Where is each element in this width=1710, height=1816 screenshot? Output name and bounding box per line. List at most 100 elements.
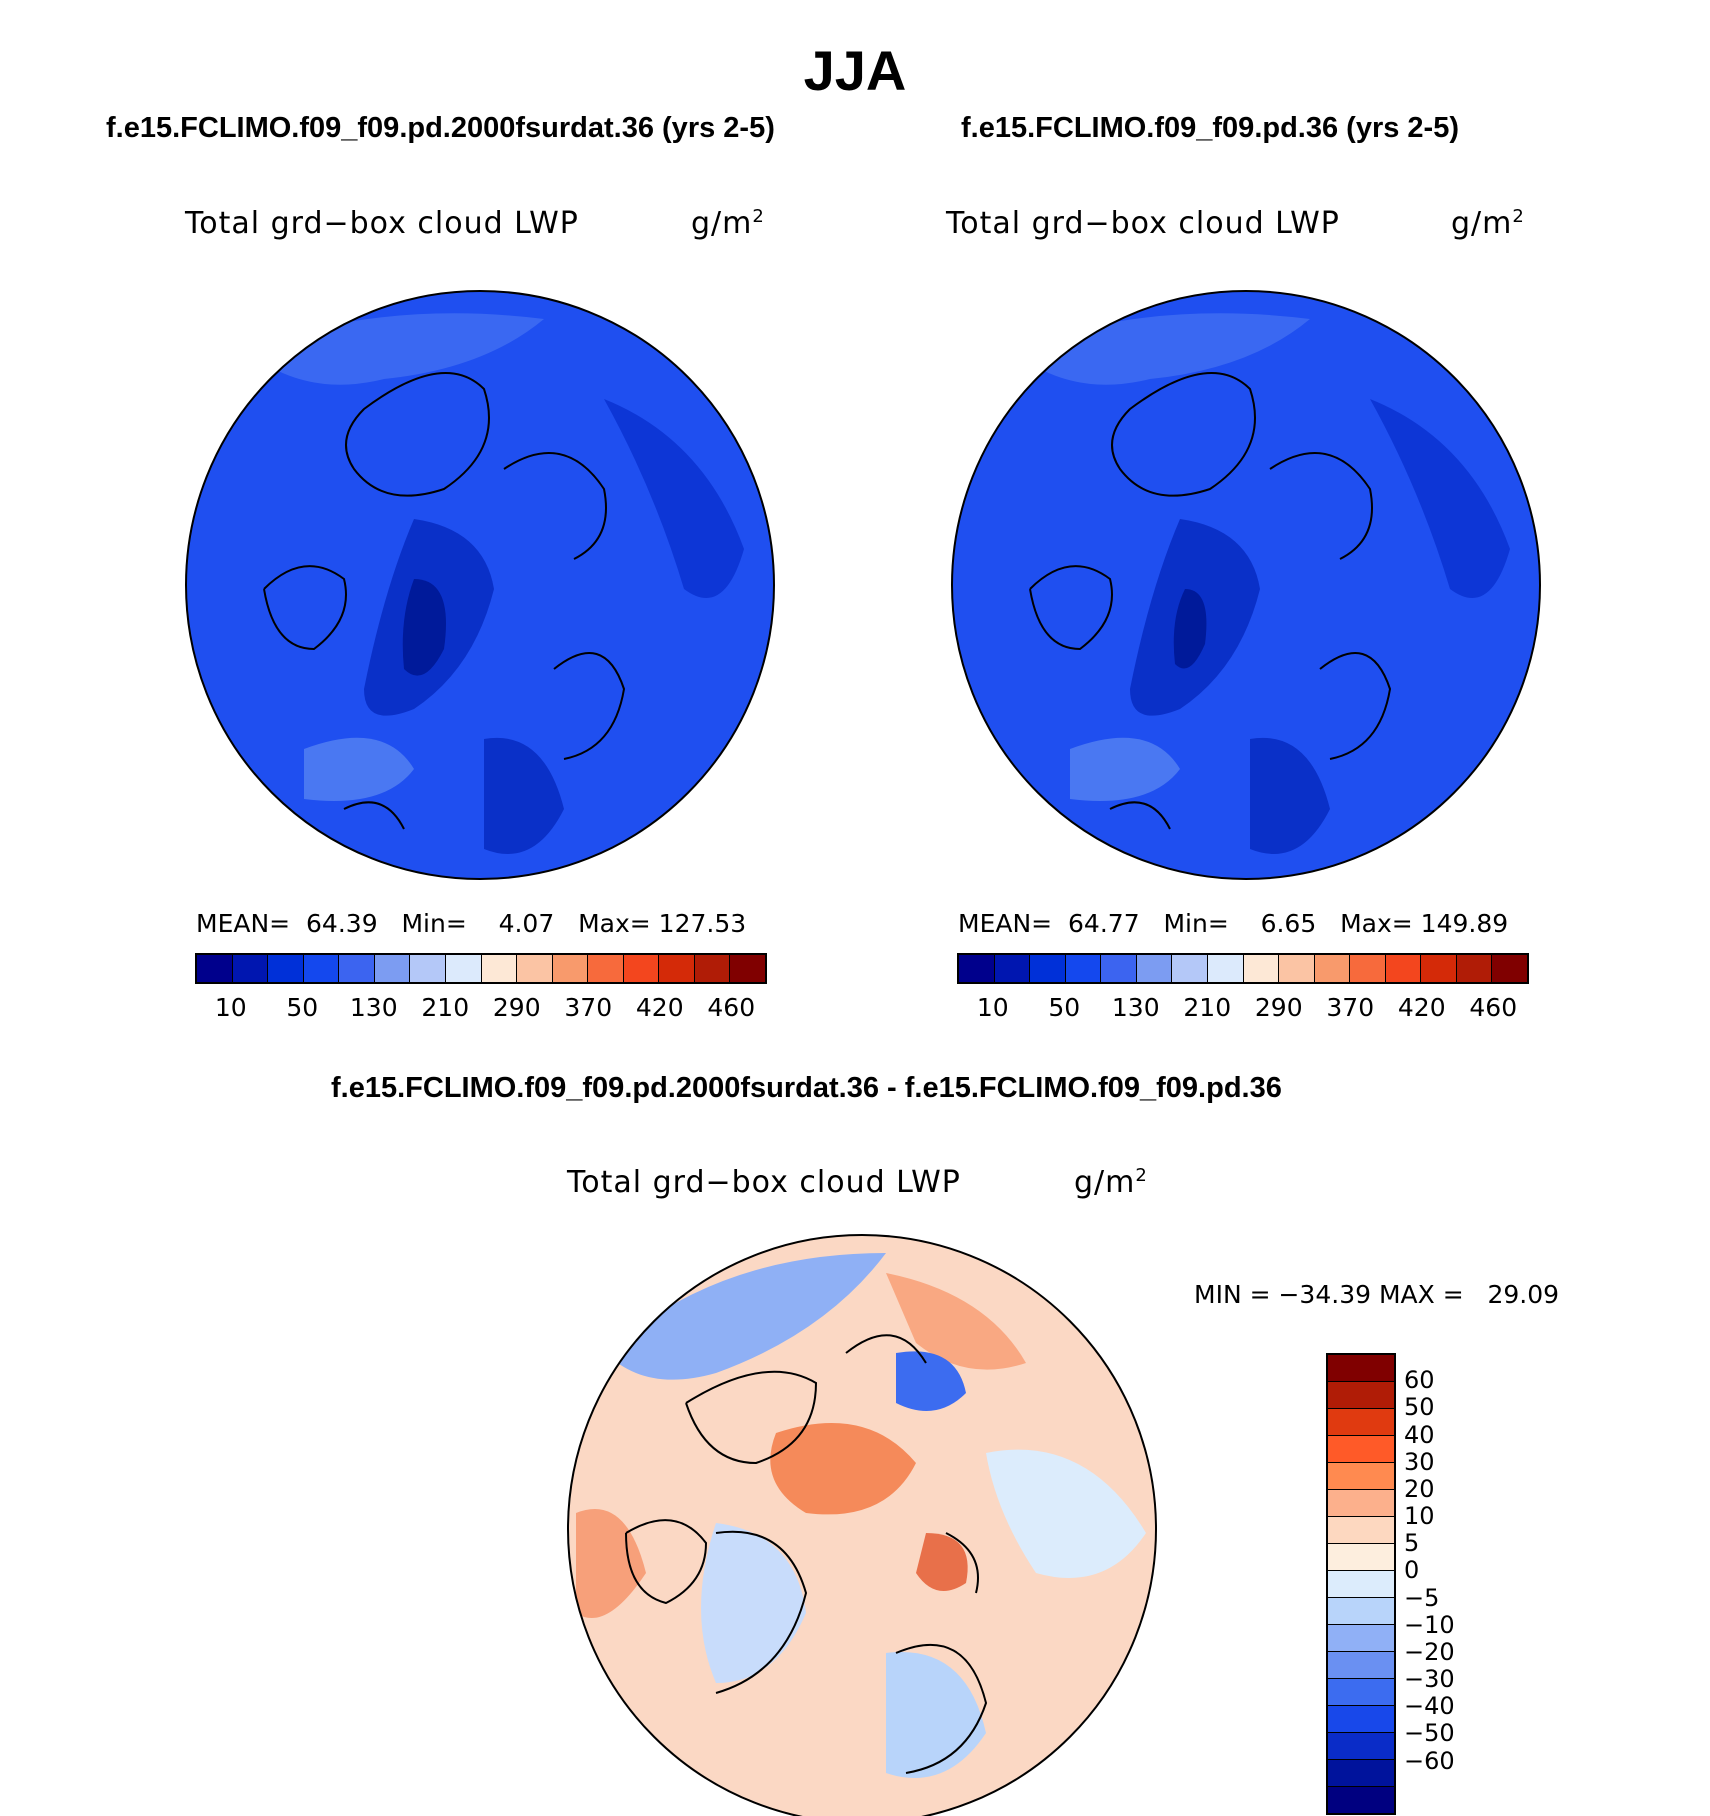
right-colorbar-box (959, 955, 995, 982)
right-min-label: Min= (1163, 909, 1229, 938)
left-max-value: 127.53 (658, 909, 747, 938)
diff-colorbar-tick-label: 40 (1404, 1420, 1435, 1449)
right-colorbar-tick-label: 290 (1254, 993, 1303, 1022)
left-mean-value: 64.39 (306, 909, 378, 938)
right-max-label: Max= (1340, 909, 1413, 938)
right-colorbar-ticks: 10 50 130 210 290 370 420 460 (957, 993, 1529, 1025)
left-case-title: f.e15.FCLIMO.f09_f09.pd.2000fsurdat.36 (… (106, 112, 775, 144)
right-map-border (951, 290, 1541, 880)
diff-colorbar-tick-label: 5 (1404, 1529, 1420, 1558)
left-colorbar-box (552, 955, 589, 982)
diff-colorbar-tick-label: 50 (1404, 1393, 1435, 1422)
diff-colorbar-tick-label: −60 (1404, 1746, 1455, 1775)
diff-map-positive-region (886, 1273, 1026, 1370)
left-colorbar-tick-label: 460 (707, 993, 756, 1022)
diff-colorbar-box (1328, 1463, 1394, 1490)
diff-colorbar-box (1328, 1544, 1394, 1571)
left-colorbar-tick-label: 10 (214, 993, 247, 1022)
right-stats: MEAN= 64.77 Min= 6.65 Max= 149.89 (958, 909, 1508, 938)
diff-colorbar-tick-label: −40 (1404, 1692, 1455, 1721)
right-colorbar (957, 953, 1529, 984)
right-colorbar-tick-label: 370 (1326, 993, 1375, 1022)
diff-map-positive-region (770, 1423, 916, 1515)
left-colorbar-tick-label: 370 (564, 993, 613, 1022)
right-max-value: 149.89 (1420, 909, 1509, 938)
right-colorbar-tick-label: 420 (1397, 993, 1446, 1022)
diff-units-base: g/m (1074, 1165, 1136, 1200)
left-max-label: Max= (578, 909, 651, 938)
diff-colorbar-tick-label: −10 (1404, 1610, 1455, 1639)
right-colorbar-box (1385, 955, 1422, 982)
diff-colorbar-box (1328, 1490, 1394, 1517)
diff-colorbar-tick-label: 30 (1404, 1447, 1435, 1476)
diff-map-positive-region (916, 1533, 968, 1591)
diff-colorbar-box (1328, 1679, 1394, 1706)
season-title: JJA (803, 39, 907, 102)
diff-variable-title: Total grd−box cloud LWP (567, 1165, 961, 1200)
right-case-title: f.e15.FCLIMO.f09_f09.pd.36 (yrs 2-5) (961, 112, 1459, 144)
right-coastlines (1029, 372, 1392, 830)
diff-colorbar-box (1328, 1652, 1394, 1679)
diff-colorbar-box (1328, 1571, 1394, 1598)
right-map-greenland-core (1173, 589, 1207, 669)
left-units: g/m2 (691, 206, 765, 241)
diff-map-negative-region (606, 1253, 886, 1380)
left-colorbar-box (339, 955, 375, 982)
diff-colorbar-box (1328, 1760, 1394, 1787)
left-units-exp: 2 (752, 206, 765, 227)
right-variable-title: Total grd−box cloud LWP (946, 206, 1340, 241)
right-units-exp: 2 (1512, 206, 1525, 227)
left-map-dark-region (604, 399, 744, 598)
right-colorbar-box (1456, 955, 1493, 982)
left-colorbar (195, 953, 767, 984)
left-colorbar-tick-label: 210 (421, 993, 470, 1022)
left-colorbar-box (694, 955, 731, 982)
right-polar-map (951, 290, 1541, 880)
right-units-base: g/m (1451, 206, 1513, 241)
left-colorbar-box (197, 955, 233, 982)
left-colorbar-box (303, 955, 340, 982)
diff-coastlines (625, 1334, 988, 1774)
left-colorbar-box (232, 955, 269, 982)
left-colorbar-box (659, 955, 695, 982)
left-colorbar-box (410, 955, 446, 982)
diff-colorbar-tick-label: 60 (1404, 1366, 1435, 1395)
left-colorbar-box (374, 955, 411, 982)
left-map-border (185, 290, 775, 880)
left-colorbar-box (730, 955, 765, 982)
right-colorbar-tick-label: 460 (1469, 993, 1518, 1022)
diff-colorbar-box (1328, 1625, 1394, 1652)
diff-colorbar (1326, 1353, 1396, 1815)
diff-minmax: MIN = −34.39 MAX = 29.09 (1194, 1280, 1560, 1309)
diff-colorbar-tick-label: −50 (1404, 1719, 1455, 1748)
diff-colorbar-box (1328, 1598, 1394, 1625)
right-map-dark-region (1370, 399, 1510, 598)
left-map-light-region (304, 737, 414, 801)
right-colorbar-box (1030, 955, 1066, 982)
right-colorbar-box (1350, 955, 1386, 982)
diff-colorbar-tick-label: 10 (1404, 1502, 1435, 1531)
right-min-value: 6.65 (1260, 909, 1317, 938)
diff-map-greenland (701, 1523, 806, 1683)
diff-colorbar-box (1328, 1409, 1394, 1436)
right-mean-label: MEAN= (958, 909, 1053, 938)
left-polar-map (185, 290, 775, 880)
diff-colorbar-tick-label: −20 (1404, 1637, 1455, 1666)
diff-colorbar-box (1328, 1517, 1394, 1544)
right-colorbar-box (994, 955, 1031, 982)
right-colorbar-box (1279, 955, 1315, 982)
diff-polar-map (567, 1234, 1157, 1816)
diff-colorbar-tick-label: −30 (1404, 1665, 1455, 1694)
left-colorbar-box (517, 955, 553, 982)
diff-colorbar-box (1328, 1436, 1394, 1463)
diff-case-title: f.e15.FCLIMO.f09_f09.pd.2000fsurdat.36 -… (331, 1072, 1282, 1104)
diff-colorbar-tick-label: 0 (1404, 1556, 1420, 1585)
right-colorbar-box (1065, 955, 1102, 982)
diff-colorbar-tick-label: 20 (1404, 1474, 1435, 1503)
left-colorbar-box (445, 955, 482, 982)
diff-units: g/m2 (1074, 1165, 1148, 1200)
right-map-dark-region (1250, 737, 1330, 854)
left-colorbar-box (268, 955, 304, 982)
left-coastlines (263, 372, 626, 830)
left-colorbar-ticks: 10 50 130 210 290 370 420 460 (195, 993, 767, 1025)
